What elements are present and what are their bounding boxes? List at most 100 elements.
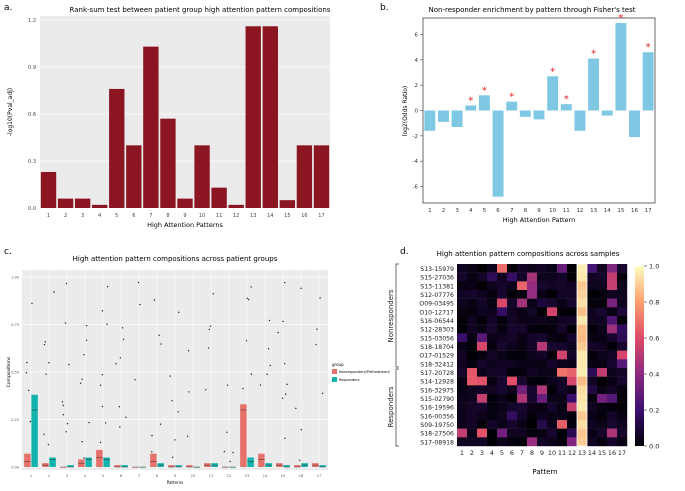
panel-c-outlier bbox=[62, 414, 65, 416]
panel-b-x-label: High Attention Pattern bbox=[503, 216, 575, 224]
panel-d-cell bbox=[477, 290, 488, 299]
panel-d-cell bbox=[517, 272, 528, 282]
panel-d-cell bbox=[457, 411, 468, 421]
panel-b-y-tick-label: 2 bbox=[415, 83, 419, 89]
panel-d-x-tick-label: 14 bbox=[588, 449, 596, 457]
panel-a-y-tick-label: 0.3 bbox=[28, 159, 36, 165]
panel-c-outlier bbox=[61, 401, 64, 403]
panel-d-cell bbox=[467, 437, 478, 447]
panel-d-cell bbox=[557, 333, 568, 343]
panel-b-x-tick-label: 13 bbox=[590, 208, 597, 214]
panel-d-x-tick-label: 2 bbox=[470, 449, 474, 457]
panel-d-x-tick-label: 11 bbox=[558, 449, 566, 457]
panel-d-cell bbox=[517, 394, 528, 403]
panel-c-outlier bbox=[119, 426, 121, 428]
panel-c-outlier bbox=[315, 343, 317, 346]
panel-d-cell bbox=[477, 437, 488, 447]
panel-b-bar bbox=[478, 95, 490, 111]
panel-c-box bbox=[96, 449, 103, 467]
panel-c-outlier bbox=[101, 405, 104, 408]
panel-d-cell bbox=[607, 385, 618, 395]
panel-c-outlier bbox=[79, 382, 82, 384]
panel-d-group-labels: Nonresponders Responders bbox=[387, 263, 399, 447]
panel-d-cell bbox=[477, 324, 488, 334]
panel-d-cell bbox=[597, 385, 608, 395]
panel-d-cell bbox=[527, 264, 538, 273]
panel-d-cell bbox=[507, 437, 518, 447]
panel-c-outlier bbox=[83, 457, 85, 459]
panel-b-y-tick-label: 4 bbox=[415, 58, 419, 64]
panel-c-outlier bbox=[83, 354, 85, 356]
panel-d-cell bbox=[607, 290, 618, 299]
panel-c-grid bbox=[22, 270, 328, 470]
panel-d-cell bbox=[477, 350, 488, 360]
panel-d-cell bbox=[517, 298, 528, 308]
panel-c-y-tick-label: 1.00 bbox=[11, 276, 19, 280]
panel-c-outlier bbox=[47, 443, 50, 446]
panel-d-cell bbox=[487, 333, 498, 343]
panel-c-x-tick-label: 4 bbox=[84, 474, 87, 478]
panel-d-cell bbox=[527, 402, 538, 412]
panel-d-cell bbox=[537, 350, 548, 360]
panel-d-cell bbox=[537, 307, 548, 317]
panel-d-row-label: S16-19596 bbox=[420, 405, 454, 412]
panel-d-cell bbox=[527, 307, 538, 317]
panel-d-cell bbox=[567, 316, 578, 325]
panel-d-cell bbox=[497, 342, 508, 351]
panel-a-bar bbox=[74, 198, 91, 208]
panel-c-box bbox=[240, 404, 247, 467]
panel-d-cell bbox=[597, 428, 608, 438]
panel-b-x-tick-label: 11 bbox=[563, 208, 570, 214]
panel-c-x-tick-label: 12 bbox=[227, 474, 231, 478]
panel-d-cell bbox=[567, 368, 578, 377]
panel-d-cell bbox=[607, 324, 618, 334]
panel-d-cell bbox=[617, 316, 628, 325]
panel-b-x-tick-label: 4 bbox=[469, 208, 473, 214]
panel-d-cell bbox=[517, 324, 528, 334]
panel-d-row-label: S15-27036 bbox=[420, 275, 454, 282]
panel-d-cell bbox=[507, 342, 518, 351]
panel-d-cell bbox=[597, 272, 608, 282]
panel-c-x-tick-label: 10 bbox=[191, 474, 195, 478]
panel-d-x-ticks: 1 2 3 4 5 6 7 8 9 10 11 12 13 14 15 16 17 bbox=[460, 449, 626, 457]
panel-d-row-label: S16-06544 bbox=[420, 318, 454, 325]
panel-d-cell bbox=[497, 376, 508, 386]
panel-d-cell bbox=[567, 420, 578, 429]
panel-a-bar bbox=[296, 145, 313, 208]
panel-c-box bbox=[60, 467, 67, 468]
panel-d-cell bbox=[467, 411, 478, 421]
panel-d-cell bbox=[507, 290, 518, 299]
panel-d-cell bbox=[507, 281, 518, 291]
panel-d-cell bbox=[577, 342, 588, 351]
panel-d-row-label: S17-20728 bbox=[420, 370, 454, 377]
panel-c-box bbox=[49, 457, 56, 467]
panel-d-cell bbox=[467, 376, 478, 386]
panel-c: c. High attention pattern compositions a… bbox=[4, 247, 390, 485]
panel-b-x-tick-label: 3 bbox=[455, 208, 459, 214]
panel-c-legend-title: group bbox=[332, 362, 344, 367]
panel-d-cell bbox=[477, 420, 488, 429]
panel-a-bar bbox=[245, 26, 261, 209]
panel-d-cell bbox=[457, 290, 468, 299]
panel-d-cell bbox=[457, 298, 468, 308]
panel-c-outlier bbox=[81, 440, 83, 443]
panel-c-outlier bbox=[226, 384, 229, 386]
panel-d-cell bbox=[587, 342, 598, 351]
panel-d-cell bbox=[557, 402, 568, 412]
panel-d-cell bbox=[547, 298, 558, 308]
panel-d-cell bbox=[597, 420, 608, 429]
panel-b-significance-star: * bbox=[618, 13, 623, 24]
panel-c-outlier bbox=[268, 319, 271, 322]
panel-d-cell bbox=[527, 376, 538, 386]
panel-b-significance-star: * bbox=[550, 66, 555, 77]
panel-d-cell bbox=[497, 316, 508, 325]
panel-d-tag: d. bbox=[400, 247, 409, 257]
panel-c-outlier bbox=[29, 420, 32, 423]
panel-a-x-tick-label: 11 bbox=[216, 213, 222, 219]
panel-b-x-tick-label: 14 bbox=[604, 208, 611, 214]
panel-c-outlier bbox=[26, 361, 28, 364]
panel-c-outlier bbox=[169, 375, 171, 377]
panel-c-outlier bbox=[212, 293, 215, 295]
panel-d-cell bbox=[457, 307, 468, 317]
panel-c-outlier bbox=[153, 299, 156, 301]
